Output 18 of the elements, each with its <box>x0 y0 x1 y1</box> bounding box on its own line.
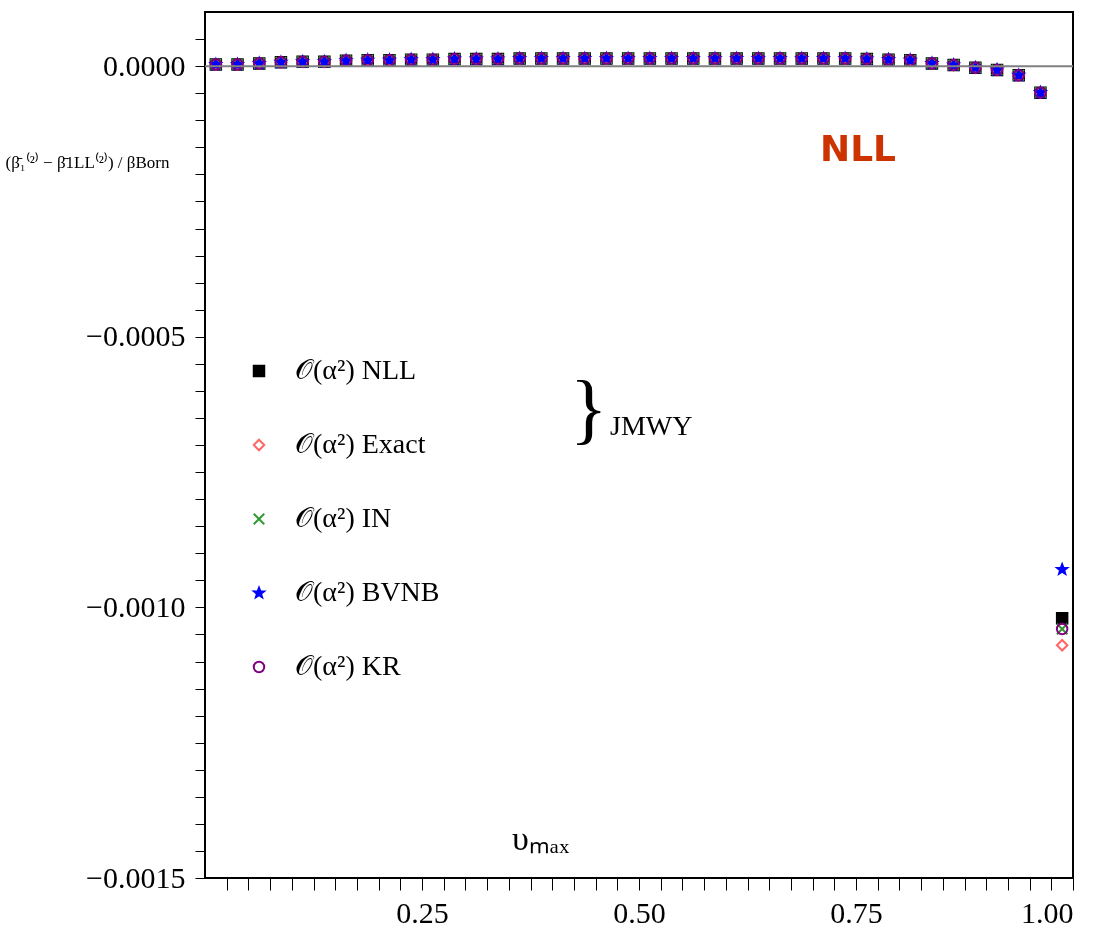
annotation: NLL <box>820 128 897 169</box>
y-tick-label: −0.0015 <box>86 860 186 894</box>
annotation: } <box>570 365 608 452</box>
legend-label: 𝒪(α²) IN <box>295 502 392 533</box>
x-tick-label: 0.50 <box>613 895 666 929</box>
x-axis-title: υₘₐₓ <box>512 819 570 857</box>
annotation: JMWY <box>610 410 693 441</box>
legend-label: 𝒪(α²) KR <box>295 650 401 681</box>
y-tick-label: 0.0000 <box>103 48 186 82</box>
y-tick-label: −0.0010 <box>86 589 186 623</box>
y-tick-label: −0.0005 <box>86 319 186 353</box>
legend-label: 𝒪(α²) NLL <box>295 354 417 385</box>
y-axis-title: (β̄₁⁽²⁾ − β̄1LL⁽²⁾) / βBorn <box>5 151 170 172</box>
x-tick-label: 1.00 <box>1021 895 1074 929</box>
legend-label: 𝒪(α²) BVNB <box>295 576 440 607</box>
legend-label: 𝒪(α²) Exact <box>295 428 426 459</box>
x-tick-label: 0.25 <box>396 895 449 929</box>
x-tick-label: 0.75 <box>830 895 883 929</box>
